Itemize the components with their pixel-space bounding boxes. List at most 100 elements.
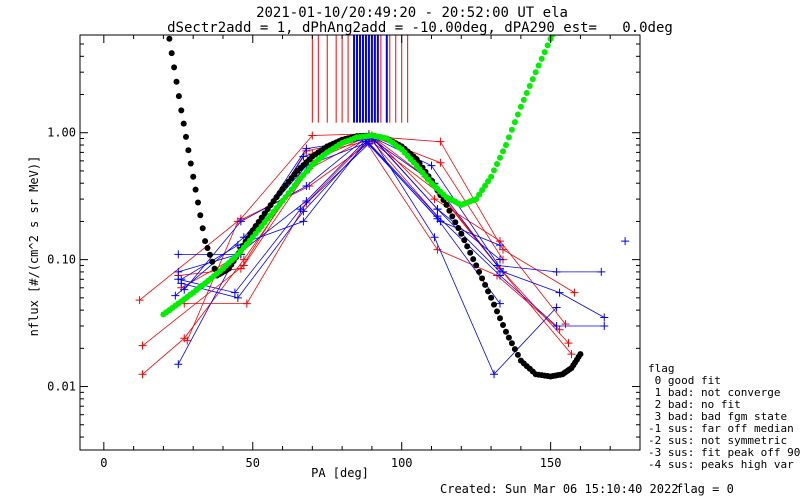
fit-point	[197, 212, 204, 219]
fit-point	[183, 133, 189, 140]
fit-point	[476, 268, 483, 275]
series-red-1	[135, 129, 576, 359]
data-point	[236, 217, 245, 226]
fit-point	[505, 334, 512, 341]
fit-point	[485, 178, 492, 185]
data-point	[436, 137, 445, 146]
legend-entry: 0 good fit	[648, 374, 721, 387]
fit-point	[476, 191, 483, 198]
data-point	[561, 320, 570, 329]
fit-point	[482, 182, 489, 189]
data-point	[496, 241, 504, 250]
data-point	[233, 293, 242, 302]
fit-point	[190, 173, 197, 180]
fit-point	[482, 281, 489, 288]
data-point	[597, 267, 606, 276]
y-tick-label: 1.00	[47, 126, 76, 140]
fit-point	[503, 328, 509, 335]
data-point	[174, 360, 183, 369]
data-point	[498, 245, 507, 254]
x-axis-label: PA [deg]	[311, 466, 369, 480]
fit-point	[209, 258, 216, 265]
data-point	[236, 264, 245, 273]
series-red-4	[177, 132, 579, 297]
fit-point	[532, 69, 539, 76]
fit-point	[461, 237, 468, 244]
fit-point	[178, 107, 185, 114]
data-point	[567, 350, 576, 359]
series-blue-2	[174, 135, 609, 330]
fit-point	[175, 93, 182, 100]
fit-point	[520, 96, 527, 103]
fit-point	[485, 288, 492, 295]
series-blue-7	[180, 131, 609, 322]
series-line	[181, 141, 501, 280]
series-line	[183, 135, 605, 318]
fit-point	[488, 173, 495, 180]
fit-point	[494, 308, 500, 315]
fit-point	[452, 219, 459, 226]
data-point	[138, 341, 147, 350]
x-tick-label: 100	[391, 456, 413, 470]
data-point	[430, 195, 439, 204]
fit-point	[503, 142, 509, 148]
data-point	[552, 321, 561, 330]
series-line	[178, 143, 501, 304]
fit-point	[458, 230, 465, 237]
fit-point	[166, 35, 173, 42]
fit-point	[541, 49, 548, 56]
fit-point	[211, 265, 218, 272]
fit-point	[514, 351, 521, 358]
data-point	[433, 205, 442, 214]
chart-title-line1: 2021-01-10/20:49:20 - 20:52:00 UT ela	[256, 5, 568, 21]
fit-point	[470, 256, 477, 263]
fit-point	[204, 245, 211, 251]
fit-point	[455, 225, 462, 231]
legend-entry: 3 bad: bad fgm state	[648, 410, 787, 423]
fit-point	[206, 251, 213, 258]
fit-point	[479, 187, 486, 194]
fit-point	[523, 90, 530, 96]
y-tick-group: 1.00 0.10 0.01	[47, 43, 640, 438]
data-point	[171, 291, 180, 300]
data-point	[183, 336, 192, 345]
fit-point	[535, 62, 542, 69]
fit-point	[529, 76, 536, 83]
fit-point	[508, 340, 515, 347]
fit-point	[488, 294, 495, 301]
fit-point	[505, 134, 512, 141]
series-line	[184, 141, 560, 331]
legend: flag 0 good fit 1 bad: not converge 2 ba…	[648, 362, 800, 471]
fit-point	[500, 322, 506, 328]
data-point	[299, 207, 308, 216]
legend-entry: -4 sus: peaks high var	[648, 458, 794, 471]
data-point	[600, 321, 609, 330]
fit-point	[168, 50, 175, 57]
legend-title: flag	[648, 362, 675, 375]
series-line	[175, 139, 501, 297]
fit-point	[511, 119, 518, 126]
y-axis-label: nflux [#/(cm^2 s sr MeV)]	[27, 156, 41, 337]
data-point	[299, 217, 308, 226]
fit-point	[577, 351, 584, 358]
data-point	[570, 288, 579, 297]
fit-point	[473, 262, 480, 269]
fit-point	[261, 210, 268, 217]
fit-point	[171, 64, 178, 71]
data-point	[621, 237, 630, 246]
fit-green-fit	[160, 35, 556, 318]
legend-entry: 1 bad: not converge	[648, 386, 780, 399]
x-tick-label: 150	[540, 456, 562, 470]
data-point	[180, 285, 189, 294]
fit-point	[511, 346, 518, 353]
fit-point	[258, 214, 265, 221]
fit-point	[449, 213, 456, 220]
series-red-3	[138, 133, 573, 379]
data-point	[230, 288, 239, 297]
fit-point	[195, 199, 201, 206]
series-line	[181, 136, 501, 299]
legend-entry: -3 sus: fit peak off 90	[648, 446, 800, 459]
fit-point	[446, 207, 453, 214]
fit-point	[276, 190, 283, 197]
